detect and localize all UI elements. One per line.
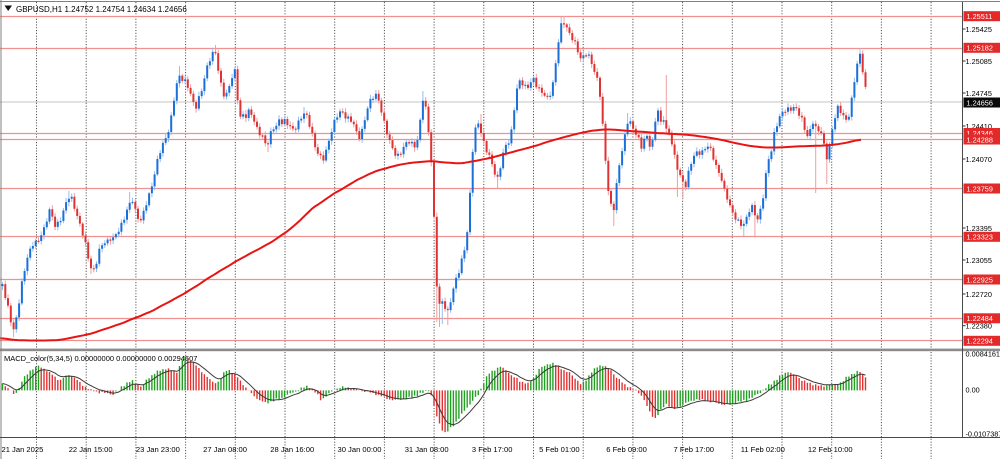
- svg-text:23 Jan 23:00: 23 Jan 23:00: [136, 445, 180, 454]
- svg-text:MACD_color(5,34,5) 0.00000000: MACD_color(5,34,5) 0.00000000 0.00000000…: [4, 354, 197, 363]
- svg-text:1.24656: 1.24656: [967, 98, 993, 107]
- svg-text:1.24745: 1.24745: [966, 89, 992, 98]
- svg-text:GBPUSD,H1 1.24752 1.24754 1.2: GBPUSD,H1 1.24752 1.24754 1.24634 1.2465…: [16, 5, 187, 14]
- svg-text:5 Feb 01:00: 5 Feb 01:00: [539, 445, 580, 454]
- svg-text:31 Jan 08:00: 31 Jan 08:00: [405, 445, 449, 454]
- svg-text:1.25511: 1.25511: [967, 12, 993, 21]
- svg-text:1.25182: 1.25182: [967, 44, 993, 53]
- svg-text:7 Feb 17:00: 7 Feb 17:00: [674, 445, 715, 454]
- svg-text:11 Feb 02:00: 11 Feb 02:00: [741, 445, 785, 454]
- svg-text:1.22925: 1.22925: [967, 275, 993, 284]
- svg-text:0.0084161: 0.0084161: [966, 350, 1000, 359]
- svg-text:22 Jan 15:00: 22 Jan 15:00: [69, 445, 113, 454]
- svg-text:1.25425: 1.25425: [966, 25, 992, 34]
- svg-text:1.24070: 1.24070: [966, 155, 992, 164]
- svg-text:-0.0107387: -0.0107387: [966, 430, 1000, 439]
- svg-text:1.22294: 1.22294: [967, 337, 993, 346]
- svg-text:1.23323: 1.23323: [967, 233, 993, 242]
- svg-text:3 Feb 17:00: 3 Feb 17:00: [472, 445, 513, 454]
- svg-text:30 Jan 00:00: 30 Jan 00:00: [338, 445, 382, 454]
- svg-text:1.23759: 1.23759: [967, 184, 993, 193]
- svg-text:1.22720: 1.22720: [966, 290, 992, 299]
- svg-text:1.25085: 1.25085: [966, 57, 992, 66]
- svg-text:1.22380: 1.22380: [966, 322, 992, 331]
- svg-text:21 Jan 2025: 21 Jan 2025: [2, 445, 44, 454]
- svg-text:28 Jan 16:00: 28 Jan 16:00: [270, 445, 314, 454]
- svg-text:1.24288: 1.24288: [967, 135, 993, 144]
- svg-text:12 Feb 10:00: 12 Feb 10:00: [808, 445, 853, 454]
- svg-text:6 Feb 09:00: 6 Feb 09:00: [606, 445, 647, 454]
- svg-text:1.23055: 1.23055: [966, 256, 992, 265]
- svg-text:0.00: 0.00: [966, 386, 980, 395]
- svg-text:27 Jan 08:00: 27 Jan 08:00: [203, 445, 247, 454]
